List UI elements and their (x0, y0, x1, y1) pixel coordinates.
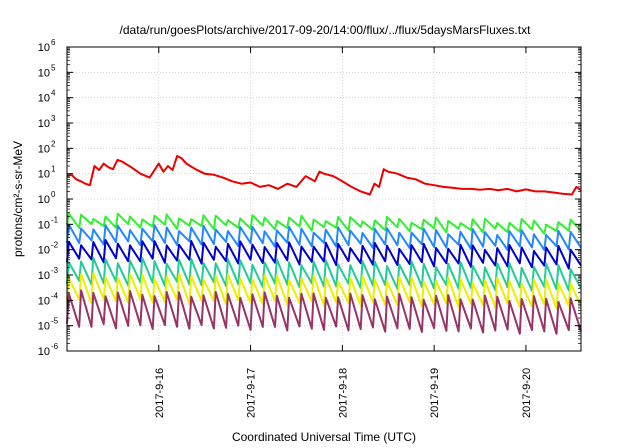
y-tick-label: 10 (38, 321, 50, 333)
y-tick-exponent: -2 (51, 241, 59, 250)
y-tick-exponent: 3 (51, 114, 56, 123)
y-tick-label: 10 (38, 169, 50, 181)
y-tick-exponent: 6 (51, 38, 56, 47)
y-tick-label: 10 (38, 219, 50, 231)
y-tick-label: 10 (38, 67, 50, 79)
y-tick-label: 10 (38, 270, 50, 282)
series-line (66, 256, 582, 292)
y-axis-label: protons/cm²-s-sr-MeV (11, 141, 25, 257)
y-tick-label: 10 (38, 346, 50, 358)
y-tick-label: 10 (38, 194, 50, 206)
series-group (66, 155, 582, 335)
y-tick-label: 10 (38, 42, 50, 54)
y-tick-exponent: 0 (51, 190, 56, 199)
x-tick-label: 2017-9-19 (429, 368, 441, 418)
series-line (66, 212, 582, 235)
y-tick-exponent: -5 (51, 317, 59, 326)
series-line (66, 289, 582, 335)
chart-title: /data/run/goesPlots/archive/2017-09-20/1… (120, 23, 532, 37)
y-tick-label: 10 (38, 93, 50, 105)
x-tick-label: 2017-9-20 (521, 368, 533, 418)
series-line (66, 272, 582, 310)
series-line (66, 155, 582, 196)
y-tick-exponent: 5 (51, 63, 56, 72)
series-line (66, 239, 582, 270)
y-tick-exponent: -4 (51, 291, 59, 300)
y-tick-exponent: 4 (51, 89, 56, 98)
x-axis-label: Coordinated Universal Time (UTC) (232, 430, 416, 444)
y-tick-label: 10 (38, 143, 50, 155)
y-axis-ticks: 10 -610 -510 -410 -310 -210 -110 010 110 210 310 41… (38, 38, 581, 358)
x-tick-label: 2017-9-16 (154, 368, 166, 418)
x-tick-label: 2017-9-18 (337, 368, 349, 418)
y-tick-exponent: -1 (51, 215, 59, 224)
series-line (66, 223, 582, 251)
x-tick-label: 2017-9-17 (246, 368, 258, 418)
y-tick-label: 10 (38, 295, 50, 307)
y-tick-label: 10 (38, 118, 50, 130)
y-tick-exponent: 2 (51, 139, 56, 148)
y-tick-label: 10 (38, 245, 50, 257)
y-tick-exponent: -6 (51, 342, 59, 351)
y-tick-exponent: -3 (51, 266, 59, 275)
x-axis-ticks: 2017-9-16 2017-9-17 2017-9-18 2017-9-19 2017… (154, 47, 533, 418)
y-tick-exponent: 1 (51, 165, 56, 174)
